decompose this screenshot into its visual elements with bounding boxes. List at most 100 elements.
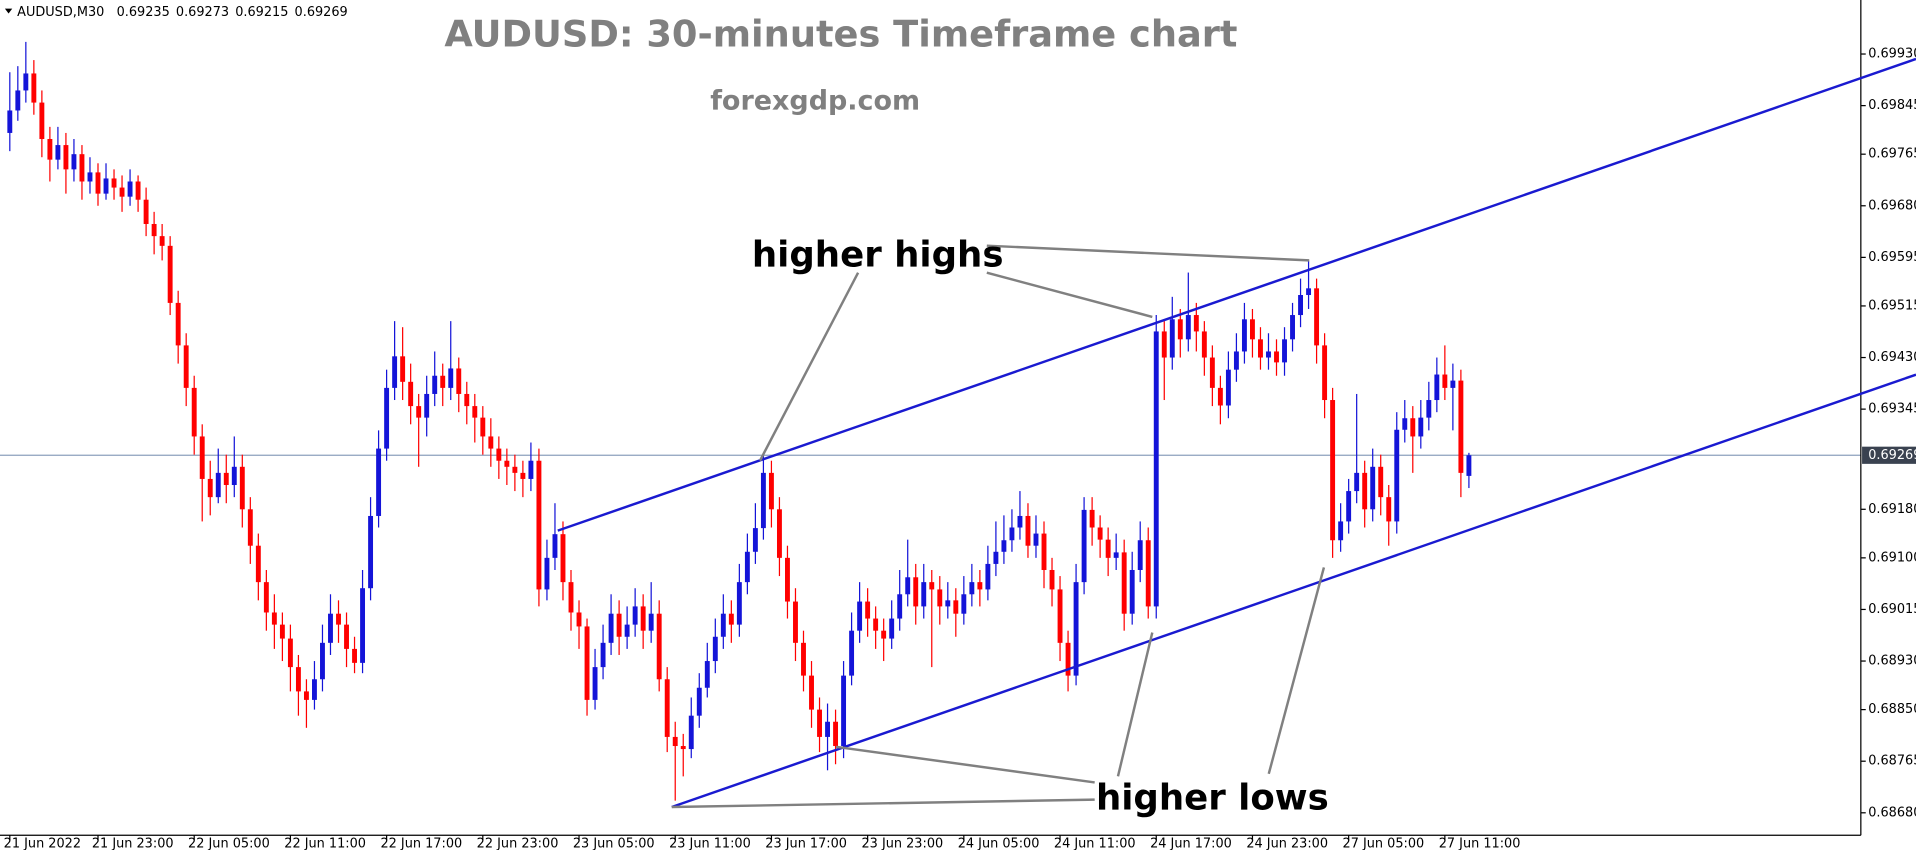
candle-body: [632, 606, 638, 625]
candle-body: [688, 715, 694, 750]
candle-body: [1410, 418, 1416, 437]
candle-body: [809, 675, 814, 710]
annotation: higher highs: [752, 235, 1004, 276]
y-tick-label: 0.68680: [1868, 805, 1916, 820]
candle-body: [352, 648, 357, 663]
y-tick-label: 0.69515: [1868, 298, 1916, 313]
candle-body: [1241, 319, 1247, 352]
x-tick-label: 24 Jun 23:00: [1246, 837, 1328, 850]
candle-body: [1346, 491, 1352, 522]
y-tick-label: 0.69345: [1868, 402, 1916, 417]
candle-body: [279, 624, 285, 639]
candle-body: [1073, 582, 1079, 676]
candle-body: [1137, 540, 1143, 570]
candle-body: [1089, 509, 1095, 528]
x-tick-label: 22 Jun 23:00: [477, 837, 559, 850]
candle-body: [295, 667, 301, 692]
candle-body: [191, 387, 197, 437]
candle-body: [1362, 472, 1368, 510]
pointer: [835, 745, 1095, 784]
lower-channel-line: [671, 373, 1916, 809]
candle-body: [921, 582, 927, 607]
candle-body: [31, 73, 37, 103]
candle-body: [392, 356, 398, 388]
candle-body: [1266, 351, 1271, 358]
y-tick-label: 0.69765: [1868, 147, 1916, 162]
candle-body: [167, 245, 173, 303]
candle-body: [1466, 455, 1472, 476]
header-value: 0.69273: [176, 5, 229, 20]
candle-body: [1306, 288, 1312, 296]
candle-body: [1161, 331, 1167, 358]
candle-body: [1434, 374, 1440, 401]
candle-body: [969, 582, 975, 595]
candle-body: [416, 406, 422, 418]
candle-body: [1314, 288, 1320, 346]
candle-body: [472, 406, 478, 418]
candle-body: [328, 613, 333, 643]
candle-body: [1274, 351, 1279, 363]
candle-body: [760, 472, 766, 529]
candle-body: [1113, 552, 1119, 558]
candle-body: [63, 145, 69, 170]
candle-body: [672, 736, 678, 747]
candle-body: [744, 551, 750, 583]
candle-body: [135, 181, 141, 200]
candle-body: [1258, 339, 1263, 358]
candle-body: [592, 667, 598, 700]
candle-body: [1209, 357, 1215, 388]
candle-body: [905, 577, 911, 595]
candle-body: [1330, 400, 1336, 541]
candle-body: [1442, 374, 1448, 388]
candle-body: [1249, 319, 1255, 340]
candle-body: [263, 582, 269, 613]
candle-body: [7, 110, 13, 133]
pointer: [758, 272, 860, 462]
candle-body: [504, 460, 510, 467]
candle-body: [271, 612, 277, 625]
candle-body: [255, 545, 261, 583]
candle-body: [1201, 331, 1207, 358]
candle-body: [865, 601, 871, 619]
candle-body: [873, 618, 879, 631]
annotation: higher lows: [1096, 777, 1329, 818]
pointer: [671, 798, 1095, 809]
candle-body: [1370, 466, 1376, 510]
candle-body: [320, 642, 325, 680]
candle-body: [849, 630, 855, 676]
candle-body: [568, 582, 574, 613]
candle-body: [1338, 521, 1344, 541]
candle-body: [993, 551, 999, 564]
candle-body: [239, 466, 245, 510]
candle-body: [584, 626, 590, 700]
candle-body: [432, 375, 438, 394]
candle-body: [1378, 466, 1384, 498]
candle-body: [87, 172, 93, 182]
candle-body: [23, 73, 29, 91]
candle-body: [736, 582, 742, 625]
candle-body: [680, 746, 686, 750]
candle-body: [801, 642, 806, 676]
candle-body: [1065, 642, 1071, 676]
candle-body: [833, 721, 839, 747]
candle-body: [1354, 472, 1360, 492]
x-tick-label: 23 Jun 23:00: [862, 837, 944, 850]
candle-body: [79, 154, 85, 182]
candle-body: [857, 601, 863, 631]
candle-body: [488, 436, 494, 449]
candle-body: [897, 594, 903, 619]
candle-body: [1225, 369, 1231, 406]
candle-body: [608, 613, 614, 643]
y-tick-label: 0.69595: [1868, 250, 1916, 265]
candle-body: [215, 472, 221, 498]
candle-body: [1402, 418, 1408, 430]
candle-body: [889, 618, 895, 639]
x-tick-label: 21 Jun 23:00: [92, 837, 174, 850]
candle-body: [1081, 509, 1087, 583]
candle-body: [937, 589, 943, 607]
